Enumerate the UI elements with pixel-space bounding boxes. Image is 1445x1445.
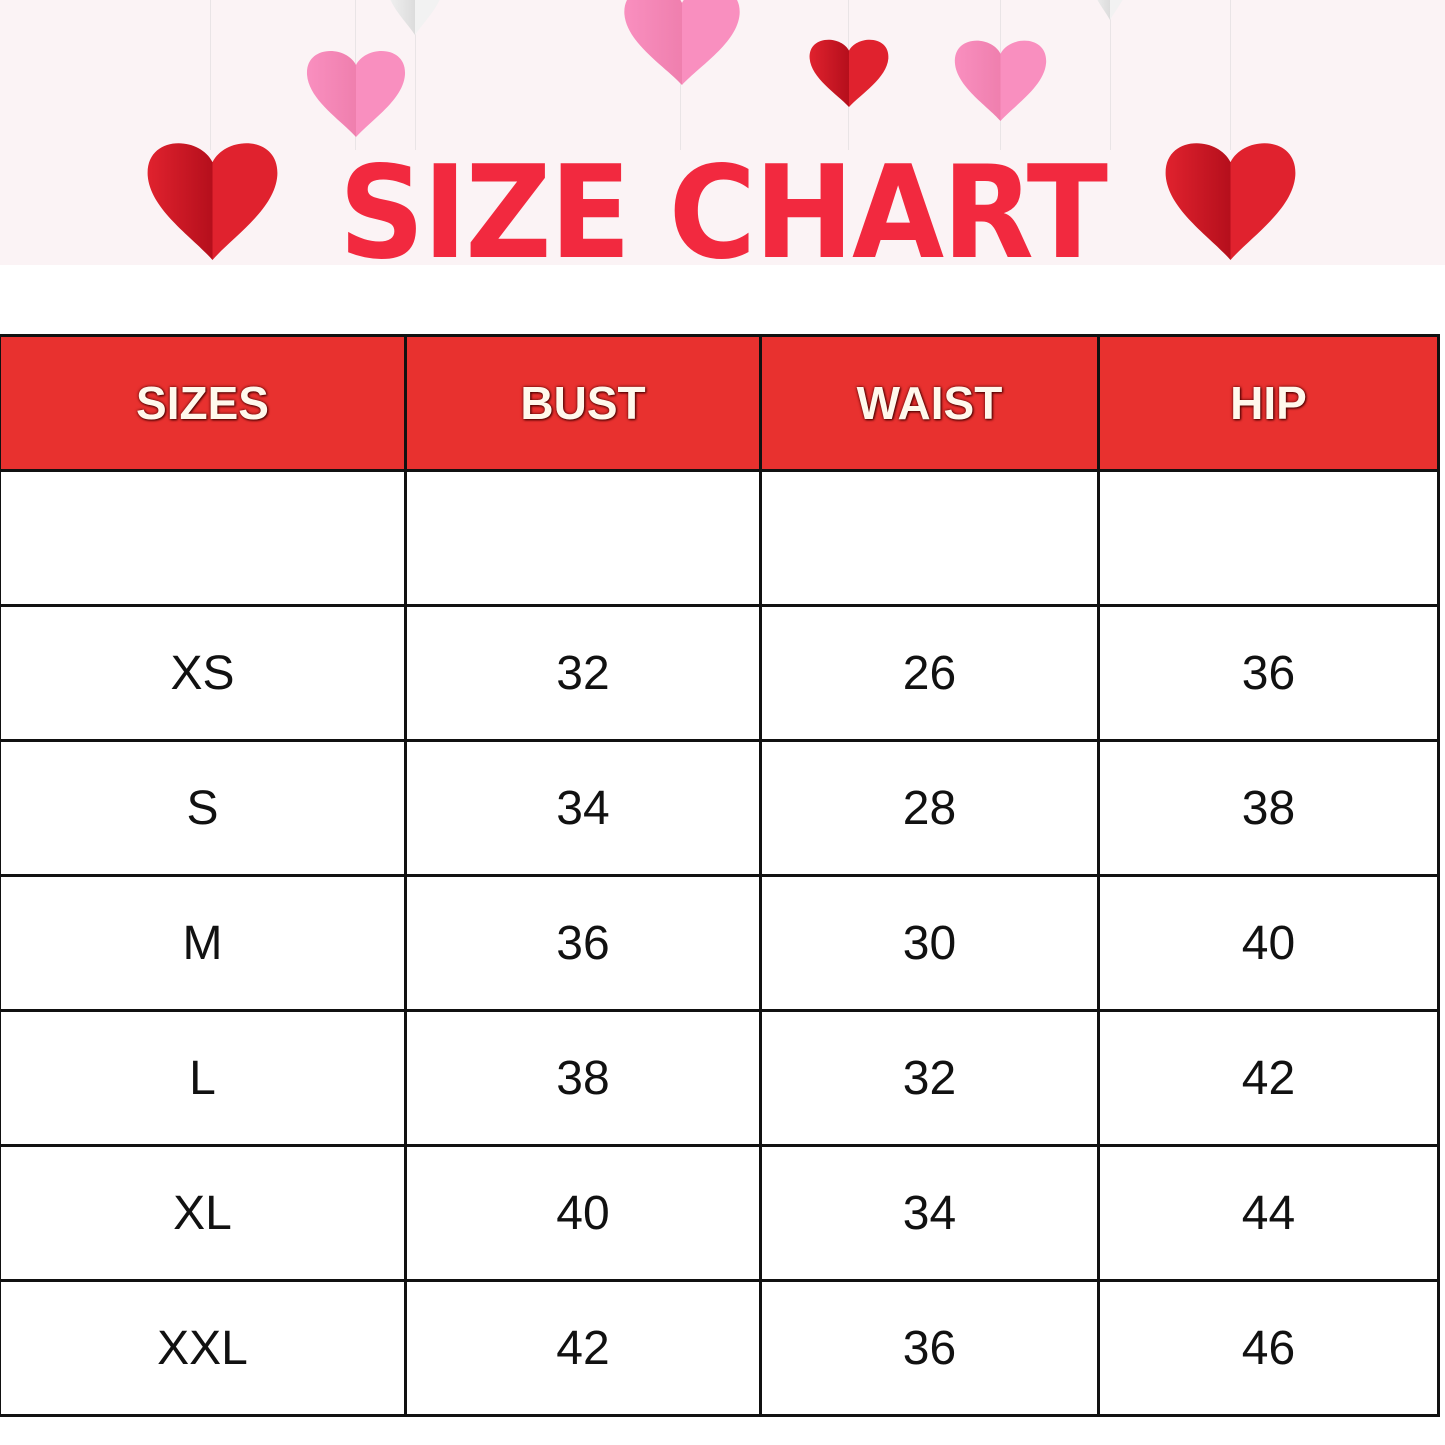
table-cell bbox=[0, 469, 407, 607]
table-header-row: SIZES BUST WAIST HIP bbox=[0, 334, 1440, 472]
hanging-string bbox=[210, 0, 211, 150]
heart-icon bbox=[954, 40, 1047, 121]
table-cell: 32 bbox=[759, 1009, 1100, 1147]
table-cell: 36 bbox=[1097, 604, 1440, 742]
table-cell: 42 bbox=[404, 1279, 762, 1417]
table-row: XL 40 34 44 bbox=[0, 1144, 1440, 1282]
hanging-string bbox=[1110, 0, 1111, 150]
heart-icon bbox=[390, 0, 440, 35]
heart-icon bbox=[809, 39, 889, 107]
table-row: XXL 42 36 46 bbox=[0, 1279, 1440, 1417]
table-cell: 44 bbox=[1097, 1144, 1440, 1282]
heart-icon bbox=[147, 143, 278, 260]
heart-icon bbox=[1097, 0, 1123, 20]
table-cell: L bbox=[0, 1009, 407, 1147]
column-header-bust: BUST bbox=[404, 334, 762, 472]
table-cell: 46 bbox=[1097, 1279, 1440, 1417]
heart-icon bbox=[306, 51, 406, 137]
table-cell: XXL bbox=[0, 1279, 407, 1417]
table-cell: M bbox=[0, 874, 407, 1012]
heart-icon bbox=[1165, 143, 1296, 260]
table-cell bbox=[1097, 469, 1440, 607]
heart-icon bbox=[624, 0, 740, 85]
table-cell bbox=[404, 469, 762, 607]
table-cell: 32 bbox=[404, 604, 762, 742]
table-cell: XL bbox=[0, 1144, 407, 1282]
hanging-string bbox=[415, 0, 416, 150]
table-cell: 28 bbox=[759, 739, 1100, 877]
table-cell: 38 bbox=[404, 1009, 762, 1147]
table-cell: 42 bbox=[1097, 1009, 1440, 1147]
table-row: XS 32 26 36 bbox=[0, 604, 1440, 742]
column-header-sizes: SIZES bbox=[0, 334, 407, 472]
table-row: M 36 30 40 bbox=[0, 874, 1440, 1012]
table-cell: 34 bbox=[404, 739, 762, 877]
table-cell: 30 bbox=[759, 874, 1100, 1012]
table-row: L 38 32 42 bbox=[0, 1009, 1440, 1147]
column-header-hip: HIP bbox=[1097, 334, 1440, 472]
table-cell: 40 bbox=[1097, 874, 1440, 1012]
table-row: S 34 28 38 bbox=[0, 739, 1440, 877]
table-cell: 38 bbox=[1097, 739, 1440, 877]
table-cell: 40 bbox=[404, 1144, 762, 1282]
hanging-string bbox=[1230, 0, 1231, 150]
banner bbox=[0, 0, 1445, 265]
column-header-waist: WAIST bbox=[759, 334, 1100, 472]
table-cell: 26 bbox=[759, 604, 1100, 742]
table-cell: XS bbox=[0, 604, 407, 742]
table-cell: 34 bbox=[759, 1144, 1100, 1282]
size-table: SIZES BUST WAIST HIP XS 32 26 36 S 34 28 38 M 36 30 40… bbox=[0, 334, 1440, 1417]
page-title: SIZE CHART bbox=[338, 150, 1108, 265]
table-cell: 36 bbox=[404, 874, 762, 1012]
table-cell: 36 bbox=[759, 1279, 1100, 1417]
table-row bbox=[0, 469, 1440, 607]
table-cell: S bbox=[0, 739, 407, 877]
table-cell bbox=[759, 469, 1100, 607]
